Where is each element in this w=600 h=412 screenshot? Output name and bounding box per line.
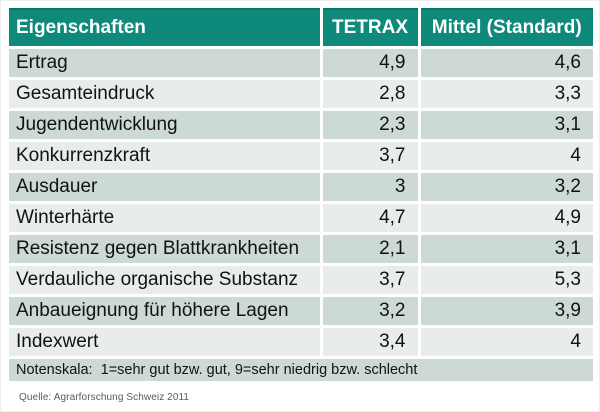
table-body: Ertrag 4,9 4,6 Gesamteindruck 2,8 3,3 Ju… <box>9 47 593 384</box>
property-label: Anbaueignung für höhere Lagen <box>9 295 323 328</box>
footnote-row: Notenskala: 1=sehr gut bzw. gut, 9=sehr … <box>9 357 593 384</box>
table-row: Gesamteindruck 2,8 3,3 <box>9 78 593 111</box>
tetrax-value: 4,7 <box>321 202 421 235</box>
property-label: Gesamteindruck <box>9 78 323 111</box>
column-header-tetrax: TETRAX <box>321 8 421 49</box>
mittel-value: 3,2 <box>419 171 593 204</box>
tetrax-value: 4,9 <box>321 47 421 80</box>
table-row: Winterhärte 4,7 4,9 <box>9 202 593 235</box>
property-label: Indexwert <box>9 326 323 359</box>
mittel-value: 4,9 <box>419 202 593 235</box>
table-row: Jugendentwicklung 2,3 3,1 <box>9 109 593 142</box>
table-row: Ertrag 4,9 4,6 <box>9 47 593 80</box>
property-label: Winterhärte <box>9 202 323 235</box>
tetrax-value: 3,2 <box>321 295 421 328</box>
table-row: Verdauliche organische Substanz 3,7 5,3 <box>9 264 593 297</box>
mittel-value: 3,9 <box>419 295 593 328</box>
tetrax-value: 2,1 <box>321 233 421 266</box>
tetrax-value: 3 <box>321 171 421 204</box>
mittel-value: 4 <box>419 140 593 173</box>
mittel-value: 3,1 <box>419 109 593 142</box>
mittel-value: 4,6 <box>419 47 593 80</box>
table-row: Resistenz gegen Blattkrankheiten 2,1 3,1 <box>9 233 593 266</box>
property-label: Verdauliche organische Substanz <box>9 264 323 297</box>
tetrax-value: 3,7 <box>321 140 421 173</box>
table-row: Indexwert 3,4 4 <box>9 326 593 359</box>
tetrax-value: 2,8 <box>321 78 421 111</box>
table-row: Ausdauer 3 3,2 <box>9 171 593 204</box>
table-header: Eigenschaften TETRAX Mittel (Standard) <box>9 8 593 49</box>
header-row: Eigenschaften TETRAX Mittel (Standard) <box>9 8 593 49</box>
mittel-value: 5,3 <box>419 264 593 297</box>
rating-scale-note: Notenskala: 1=sehr gut bzw. gut, 9=sehr … <box>9 357 593 384</box>
property-label: Ertrag <box>9 47 323 80</box>
property-label: Konkurrenzkraft <box>9 140 323 173</box>
tetrax-value: 3,4 <box>321 326 421 359</box>
mittel-value: 4 <box>419 326 593 359</box>
column-header-mittel: Mittel (Standard) <box>419 8 593 49</box>
mittel-value: 3,1 <box>419 233 593 266</box>
table-row: Anbaueignung für höhere Lagen 3,2 3,9 <box>9 295 593 328</box>
property-label: Resistenz gegen Blattkrankheiten <box>9 233 323 266</box>
rating-table: Eigenschaften TETRAX Mittel (Standard) E… <box>9 8 593 384</box>
source-note: Quelle: Agrarforschung Schweiz 2011 <box>19 391 190 403</box>
column-header-eigenschaften: Eigenschaften <box>9 8 323 49</box>
table-sheet: Eigenschaften TETRAX Mittel (Standard) E… <box>1 1 599 403</box>
property-label: Jugendentwicklung <box>9 109 323 142</box>
table-row: Konkurrenzkraft 3,7 4 <box>9 140 593 173</box>
property-label: Ausdauer <box>9 171 323 204</box>
tetrax-value: 3,7 <box>321 264 421 297</box>
tetrax-value: 2,3 <box>321 109 421 142</box>
mittel-value: 3,3 <box>419 78 593 111</box>
